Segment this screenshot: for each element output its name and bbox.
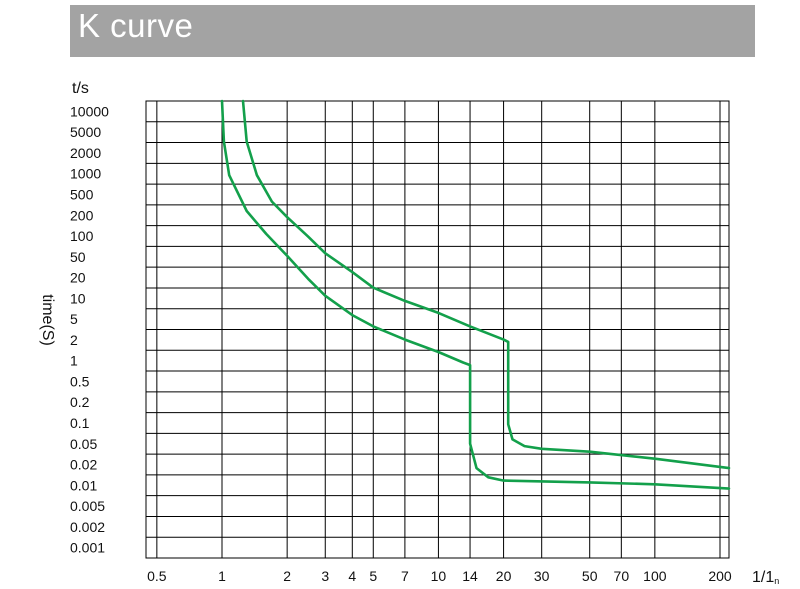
x-axis-label-main: 1/1 [752, 569, 774, 586]
y-tick-label: 10000 [70, 103, 109, 119]
y-tick-label: 2000 [70, 145, 101, 161]
x-tick-label: 20 [496, 568, 512, 584]
y-tick-label: 50 [70, 249, 86, 265]
x-tick-label: 1 [218, 568, 226, 584]
x-tick-label: 7 [401, 568, 409, 584]
horizontal-gridlines [146, 121, 729, 538]
x-tick-label: 200 [708, 568, 732, 584]
x-tick-label: 30 [534, 568, 550, 584]
y-tick-label: 0.5 [70, 373, 90, 389]
y-tick-label: 10 [70, 290, 86, 306]
x-tick-label: 70 [614, 568, 630, 584]
x-tick-label: 10 [431, 568, 447, 584]
y-tick-label: 0.1 [70, 415, 90, 431]
y-tick-label: 0.05 [70, 436, 97, 452]
x-tick-label: 3 [321, 568, 329, 584]
y-tick-label: 1000 [70, 166, 101, 182]
lower-trip-curve [220, 99, 731, 490]
trip-curves [220, 99, 731, 490]
title-banner [70, 5, 755, 57]
chart-title: K curve [78, 7, 194, 44]
upper-trip-curve [241, 99, 731, 470]
y-tick-label: 5000 [70, 124, 101, 140]
x-tick-label: 5 [369, 568, 377, 584]
y-tick-label: 2 [70, 332, 78, 348]
y-tick-labels: 10000 5000 2000 1000 500 200 100 50 20 10 5 2 1 0.5 0.… [70, 103, 109, 555]
y-axis-label: time(S) [39, 294, 56, 346]
y-tick-label: 0.005 [70, 498, 105, 514]
y-tick-label: 0.01 [70, 477, 97, 493]
y-tick-label: 0.001 [70, 540, 105, 556]
x-axis-label-sub: n [774, 576, 779, 586]
y-tick-label: 500 [70, 186, 94, 202]
y-tick-label: 1 [70, 353, 78, 369]
x-tick-label: 0.5 [147, 568, 167, 584]
y-tick-label: 0.002 [70, 519, 105, 535]
x-tick-label: 4 [348, 568, 356, 584]
y-unit-label: t/s [72, 80, 89, 97]
x-axis-label: 1/1n [752, 569, 779, 586]
plot-frame [145, 100, 730, 559]
x-tick-labels: 0.5 1 2 3 4 5 7 10 14 20 30 50 70 100 200 [147, 568, 732, 584]
x-tick-label: 50 [582, 568, 598, 584]
y-tick-label: 0.2 [70, 394, 90, 410]
x-tick-label: 14 [462, 568, 478, 584]
y-tick-label: 0.02 [70, 457, 97, 473]
x-tick-label: 2 [283, 568, 291, 584]
y-tick-label: 5 [70, 311, 78, 327]
x-tick-label: 100 [643, 568, 667, 584]
y-tick-label: 100 [70, 228, 94, 244]
y-tick-label: 200 [70, 207, 94, 223]
y-tick-label: 20 [70, 270, 86, 286]
